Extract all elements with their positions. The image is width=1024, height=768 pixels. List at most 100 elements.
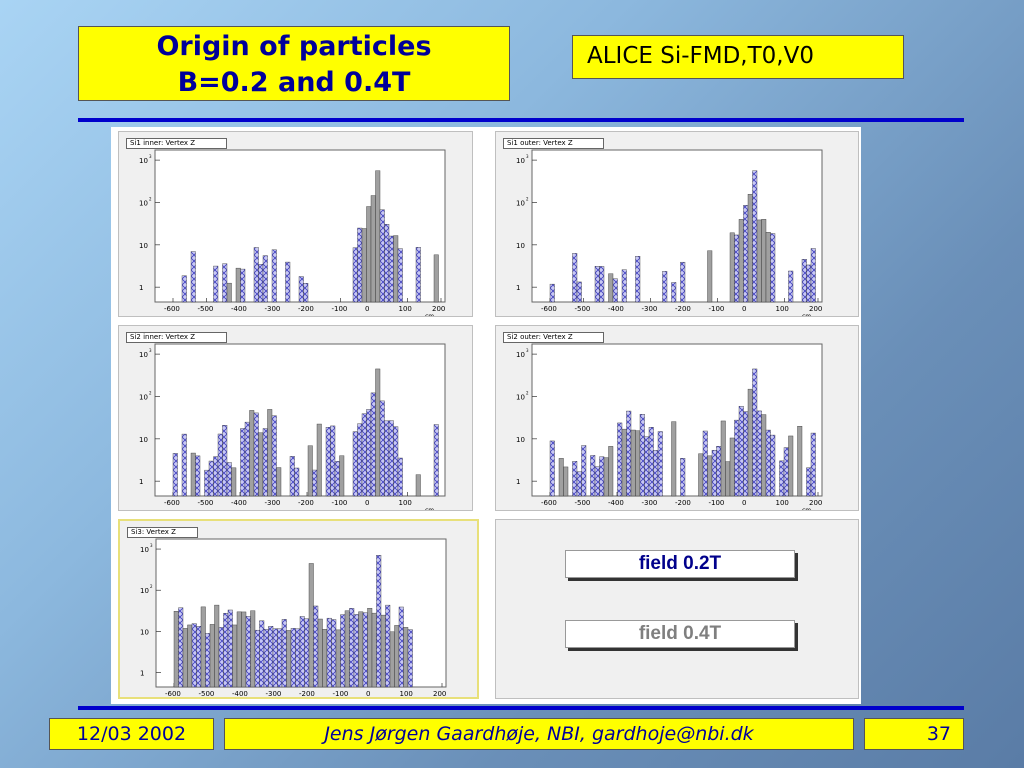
histogram-bar: [316, 423, 322, 497]
x-tick-label: -500: [575, 305, 591, 313]
histogram-bar: [240, 268, 246, 303]
histogram-bar: [779, 460, 785, 497]
histogram-bar: [213, 456, 219, 497]
histogram-bar: [648, 427, 654, 497]
histogram-bar: [375, 170, 381, 303]
title-line-1: Origin of particles: [156, 31, 432, 62]
histogram-bar: [662, 271, 668, 303]
x-tick-label: 200: [809, 499, 822, 507]
x-tick-label: -200: [298, 305, 314, 313]
histogram-bar: [358, 611, 364, 688]
histogram-bar: [617, 422, 623, 497]
histogram-bar: [711, 449, 717, 497]
histogram-bar: [227, 609, 233, 688]
histogram-bar: [195, 455, 201, 497]
histogram-bar: [335, 629, 341, 688]
histogram-bar: [707, 250, 713, 303]
histogram-bar: [563, 466, 569, 497]
histogram-bar: [576, 281, 582, 303]
histogram-bar: [222, 263, 228, 303]
histogram-bar: [241, 611, 247, 688]
histogram-bar: [729, 437, 735, 497]
histogram-bar: [385, 604, 391, 688]
histogram-bar: [393, 426, 399, 497]
histogram-bar: [334, 461, 340, 497]
legend-field-0p2T[interactable]: field 0.2T: [565, 550, 795, 578]
histogram-bar: [403, 627, 409, 688]
histogram-bar: [783, 447, 789, 497]
histogram-bar: [370, 195, 376, 303]
x-axis-unit: cm: [425, 313, 434, 316]
panel-si2-inner: 103102101-600-500-400-300-200-1000100cm …: [118, 325, 473, 511]
y-tick-exponent: 2: [526, 196, 529, 201]
y-tick-label: 10: [516, 351, 525, 359]
histogram-bar: [594, 266, 600, 303]
histogram-bar: [398, 606, 404, 688]
histogram-bar: [200, 606, 206, 688]
y-tick-label: 10: [139, 242, 148, 250]
y-tick-exponent: 3: [526, 348, 529, 353]
histogram-bar: [289, 456, 295, 497]
x-tick-label: -500: [198, 499, 214, 507]
x-tick-label: 100: [399, 305, 412, 313]
x-tick-label: -600: [165, 690, 181, 697]
histogram-bar: [743, 411, 749, 497]
histogram-bar: [259, 620, 265, 688]
y-tick-label: 1: [139, 284, 143, 292]
histogram-bar: [747, 194, 753, 303]
histogram-bar: [226, 282, 232, 303]
histogram-bar: [653, 450, 659, 497]
histogram-bar: [626, 410, 632, 497]
experiment-label: ALICE Si-FMD,T0,V0: [572, 35, 904, 79]
histogram-bar: [657, 431, 663, 497]
histogram-bar: [612, 278, 618, 303]
y-tick-label: 10: [140, 628, 149, 636]
histogram-bar: [621, 428, 627, 497]
x-tick-label: -400: [608, 305, 624, 313]
histogram-bar: [298, 276, 304, 303]
legend-field-0p4T[interactable]: field 0.4T: [565, 620, 795, 648]
histogram-bar: [752, 368, 758, 497]
histogram-bar: [366, 409, 372, 497]
histogram-bar: [271, 249, 277, 303]
histogram-bar: [258, 264, 264, 303]
histogram-bar: [603, 457, 609, 497]
histogram-bar: [635, 430, 641, 497]
histogram-bar: [226, 462, 232, 497]
histogram-bar: [415, 474, 421, 497]
x-tick-label: -400: [231, 499, 247, 507]
histogram-bar: [209, 624, 215, 688]
histogram-bar: [304, 618, 310, 688]
histogram-bar: [752, 170, 758, 303]
histogram-bar: [339, 455, 345, 497]
histogram-bar: [317, 618, 323, 688]
histogram-bar: [630, 429, 636, 497]
histogram-bar: [389, 631, 395, 688]
histogram-bar: [367, 608, 373, 688]
histogram-bar: [747, 388, 753, 497]
histogram-bar: [407, 629, 413, 688]
histogram-bar: [720, 420, 726, 497]
y-tick-label: 10: [516, 199, 525, 207]
x-tick-label: -100: [333, 690, 349, 697]
x-tick-label: -100: [332, 305, 348, 313]
histogram-bar: [222, 425, 228, 497]
histogram-bar: [644, 436, 650, 497]
histogram-bar: [788, 270, 794, 303]
histogram-bar: [572, 461, 578, 497]
histogram-bar: [384, 420, 390, 497]
histogram-bar: [788, 435, 794, 497]
panel-si3[interactable]: 10 3 10 2 10 1 -600 -500 -400 -300 -200 -100 0 100 200…: [118, 519, 479, 699]
x-tick-label: -600: [164, 305, 180, 313]
histogram-bar: [299, 616, 305, 688]
x-tick-label: -400: [231, 305, 247, 313]
histogram-bar: [397, 248, 403, 303]
histogram-bar: [172, 453, 178, 497]
y-tick-exponent: 2: [149, 196, 152, 201]
histogram-bar: [331, 619, 337, 688]
histogram-bar: [294, 467, 300, 497]
histogram-bar: [680, 458, 686, 497]
histogram-bar: [308, 563, 314, 688]
x-tick-label: -100: [709, 499, 725, 507]
x-tick-label: 0: [365, 499, 369, 507]
